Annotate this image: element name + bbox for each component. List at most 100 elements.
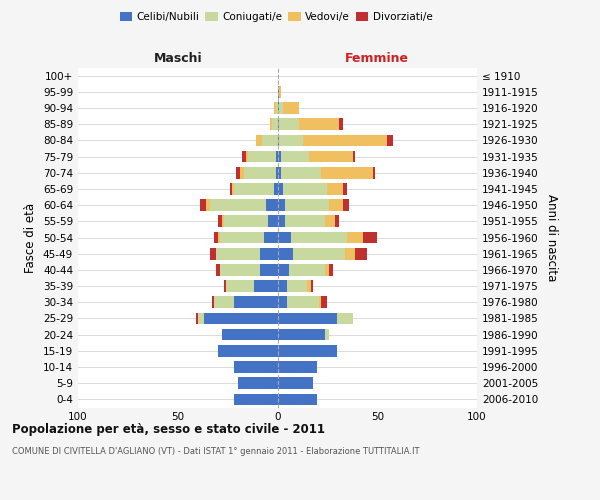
Bar (238, 378, 277, 389)
Bar (277, 378, 313, 389)
Bar (325, 216, 335, 227)
Bar (274, 183, 277, 195)
Bar (277, 150, 281, 162)
Bar (218, 216, 221, 227)
Bar (328, 183, 343, 195)
Bar (272, 118, 277, 130)
Bar (387, 134, 393, 146)
Bar (277, 167, 281, 178)
Bar (277, 329, 325, 340)
Bar (277, 296, 287, 308)
Bar (214, 296, 233, 308)
Bar (277, 134, 280, 146)
Legend: Celibi/Nubili, Coniugati/e, Vedovi/e, Divorziati/e: Celibi/Nubili, Coniugati/e, Vedovi/e, Di… (115, 8, 437, 26)
Bar (263, 232, 277, 243)
Bar (236, 167, 239, 178)
Bar (277, 118, 280, 130)
Bar (277, 232, 292, 243)
Bar (200, 200, 206, 211)
Bar (242, 150, 245, 162)
Bar (329, 200, 343, 211)
Bar (363, 232, 377, 243)
Bar (203, 312, 277, 324)
Bar (340, 118, 343, 130)
Bar (256, 134, 262, 146)
Bar (292, 232, 347, 243)
Bar (212, 296, 214, 308)
Bar (307, 280, 311, 292)
Bar (347, 232, 363, 243)
Bar (280, 86, 281, 98)
Bar (280, 102, 283, 114)
Bar (233, 183, 274, 195)
Bar (280, 134, 304, 146)
Bar (260, 248, 277, 260)
Text: Femmine: Femmine (345, 52, 409, 65)
Text: Popolazione per età, sesso e stato civile - 2011: Popolazione per età, sesso e stato civil… (12, 422, 325, 436)
Bar (226, 280, 254, 292)
Bar (218, 345, 277, 356)
Bar (260, 264, 277, 276)
Bar (209, 200, 266, 211)
Bar (277, 86, 280, 98)
Bar (198, 312, 203, 324)
Bar (329, 264, 334, 276)
Bar (277, 216, 286, 227)
Bar (220, 232, 263, 243)
Bar (322, 167, 373, 178)
Bar (277, 248, 293, 260)
Bar (281, 150, 310, 162)
Bar (275, 150, 277, 162)
Bar (322, 296, 328, 308)
Bar (373, 167, 375, 178)
Bar (277, 183, 283, 195)
Bar (206, 200, 209, 211)
Bar (220, 264, 260, 276)
Bar (353, 150, 355, 162)
Bar (224, 280, 226, 292)
Bar (196, 312, 198, 324)
Bar (221, 329, 277, 340)
Bar (277, 345, 337, 356)
Bar (215, 248, 260, 260)
Bar (269, 118, 272, 130)
Bar (218, 232, 220, 243)
Bar (289, 264, 325, 276)
Bar (275, 102, 277, 114)
Bar (248, 150, 275, 162)
Bar (277, 361, 317, 373)
Bar (233, 361, 277, 373)
Bar (233, 296, 277, 308)
Bar (221, 216, 224, 227)
Bar (275, 167, 277, 178)
Bar (283, 102, 299, 114)
Bar (277, 200, 286, 211)
Bar (230, 183, 232, 195)
Bar (286, 216, 325, 227)
Bar (239, 167, 244, 178)
Bar (224, 216, 268, 227)
Bar (337, 312, 353, 324)
Bar (293, 248, 346, 260)
Bar (325, 329, 329, 340)
Bar (232, 183, 233, 195)
Bar (214, 232, 218, 243)
Bar (274, 102, 275, 114)
Bar (287, 296, 319, 308)
Bar (286, 200, 329, 211)
Bar (277, 312, 337, 324)
Bar (245, 150, 248, 162)
Bar (310, 150, 353, 162)
Bar (215, 264, 220, 276)
Bar (299, 118, 340, 130)
Bar (277, 264, 289, 276)
Bar (280, 118, 299, 130)
Y-axis label: Fasce di età: Fasce di età (25, 202, 37, 272)
Bar (244, 167, 275, 178)
Bar (233, 394, 277, 405)
Bar (304, 134, 387, 146)
Bar (277, 102, 280, 114)
Bar (266, 200, 277, 211)
Bar (254, 280, 277, 292)
Bar (277, 280, 287, 292)
